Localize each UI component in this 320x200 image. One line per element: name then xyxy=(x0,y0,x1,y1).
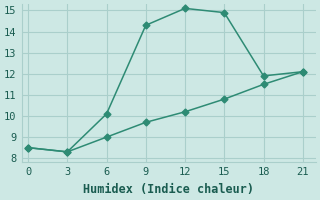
X-axis label: Humidex (Indice chaleur): Humidex (Indice chaleur) xyxy=(83,183,254,196)
